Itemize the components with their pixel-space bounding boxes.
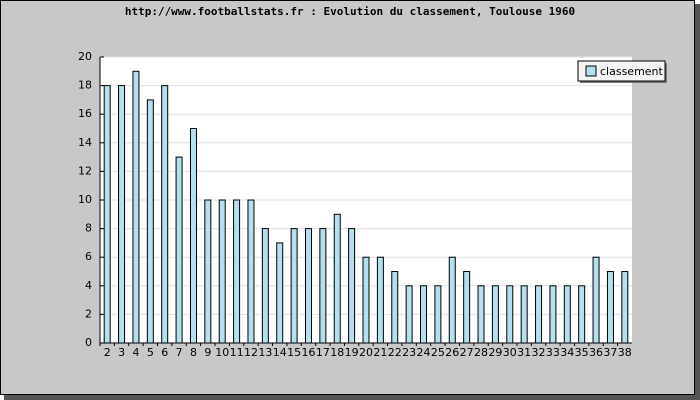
x-tick-label: 10 (215, 346, 229, 359)
bar (520, 285, 528, 344)
x-tick-label: 5 (147, 346, 154, 359)
y-tick-label: 6 (85, 250, 92, 263)
bar (606, 271, 614, 344)
bar (391, 271, 399, 344)
bar (405, 285, 413, 344)
x-tick-label: 2 (104, 346, 111, 359)
x-tick-label: 24 (417, 346, 431, 359)
x-tick-label: 3 (118, 346, 125, 359)
legend-label: classement (600, 65, 664, 78)
bar (491, 285, 499, 344)
x-tick-label: 31 (517, 346, 531, 359)
bar (420, 285, 428, 344)
y-tick-label: 20 (78, 50, 92, 63)
bar (103, 85, 111, 344)
x-tick-label: 8 (190, 346, 197, 359)
bar (304, 228, 312, 344)
y-tick-label: 14 (78, 136, 92, 149)
x-tick-label: 35 (575, 346, 589, 359)
bar (362, 256, 370, 344)
x-tick-label: 37 (603, 346, 617, 359)
x-tick-label: 36 (589, 346, 603, 359)
y-tick-label: 16 (78, 107, 92, 120)
bar (118, 85, 126, 344)
bar (276, 242, 284, 344)
bar (290, 228, 298, 344)
x-tick-label: 27 (460, 346, 474, 359)
x-tick-label: 12 (244, 346, 258, 359)
bar (233, 199, 241, 344)
y-tick-label: 0 (85, 336, 92, 349)
x-tick-label: 4 (132, 346, 139, 359)
x-tick-label: 15 (287, 346, 301, 359)
bar (506, 285, 514, 344)
y-tick-label: 18 (78, 79, 92, 92)
x-tick-label: 25 (431, 346, 445, 359)
x-tick-label: 26 (445, 346, 459, 359)
x-tick-label: 11 (230, 346, 244, 359)
legend-box (577, 60, 666, 82)
x-tick-label: 20 (359, 346, 373, 359)
x-tick-label: 13 (258, 346, 272, 359)
bar (535, 285, 543, 344)
bar (146, 99, 154, 344)
bar (132, 70, 140, 344)
x-tick-label: 6 (161, 346, 168, 359)
x-tick-label: 19 (345, 346, 359, 359)
y-tick-label: 8 (85, 222, 92, 235)
x-tick-label: 21 (373, 346, 387, 359)
legend-swatch (585, 65, 597, 77)
x-tick-label: 32 (532, 346, 546, 359)
bar (448, 256, 456, 344)
bar (161, 85, 169, 344)
bar (549, 285, 557, 344)
x-tick-label: 30 (503, 346, 517, 359)
bar (563, 285, 571, 344)
x-tick-label: 18 (330, 346, 344, 359)
x-tick-label: 23 (402, 346, 416, 359)
bar (463, 271, 471, 344)
x-tick-label: 14 (273, 346, 287, 359)
x-tick-label: 38 (618, 346, 632, 359)
bar (204, 199, 212, 344)
x-tick-label: 29 (488, 346, 502, 359)
x-tick-label: 7 (176, 346, 183, 359)
x-tick-label: 34 (560, 346, 574, 359)
x-tick-label: 28 (474, 346, 488, 359)
bar (175, 156, 183, 344)
bar (247, 199, 255, 344)
x-tick-label: 9 (204, 346, 211, 359)
y-tick-label: 2 (85, 307, 92, 320)
bar (376, 256, 384, 344)
x-tick-label: 17 (316, 346, 330, 359)
chart-title: http://www.footballstats.fr : Evolution … (125, 5, 575, 18)
bar (319, 228, 327, 344)
bar (592, 256, 600, 344)
bar (218, 199, 226, 344)
y-tick-label: 4 (85, 279, 92, 292)
bar (333, 213, 341, 344)
bar (434, 285, 442, 344)
bar (477, 285, 485, 344)
bar (348, 228, 356, 344)
x-tick-label: 16 (301, 346, 315, 359)
bar (621, 271, 629, 344)
y-tick-label: 10 (78, 193, 92, 206)
bar (189, 128, 197, 344)
y-tick-label: 12 (78, 164, 92, 177)
x-tick-label: 22 (388, 346, 402, 359)
x-tick-label: 33 (546, 346, 560, 359)
bar (578, 285, 586, 344)
bar (261, 228, 269, 344)
